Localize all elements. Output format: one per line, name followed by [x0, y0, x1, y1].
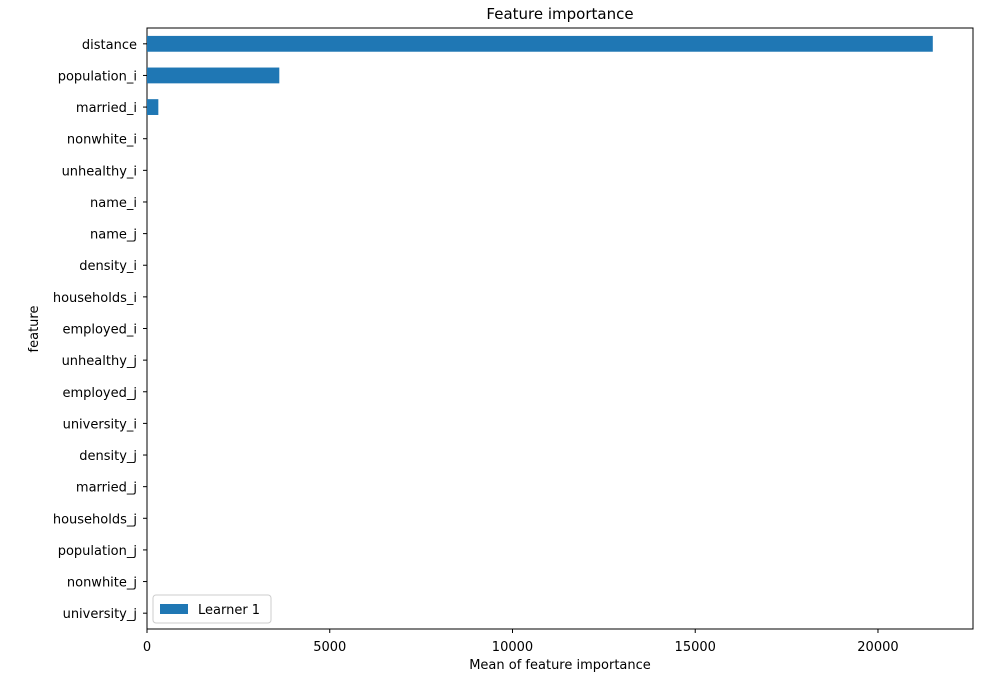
x-tick-label: 15000 — [675, 640, 716, 655]
y-tick-label: nonwhite_j — [67, 576, 137, 591]
y-tick-label: married_j — [76, 481, 137, 496]
y-tick-label: university_i — [63, 417, 137, 432]
y-tick-label: name_j — [90, 228, 137, 243]
x-tick-label: 0 — [143, 640, 151, 655]
legend-swatch — [160, 604, 188, 614]
y-tick-label: density_j — [79, 449, 137, 464]
y-tick-label: unhealthy_j — [62, 354, 137, 369]
y-tick-label: density_i — [79, 259, 137, 274]
chart-title: Feature importance — [486, 5, 633, 23]
bar — [147, 99, 159, 115]
x-tick-label: 20000 — [857, 640, 898, 655]
x-tick-label: 5000 — [313, 640, 346, 655]
legend-box — [152, 594, 272, 624]
y-tick-label: name_i — [90, 196, 137, 211]
x-axis-ticks: 0 5000 10000 15000 20000 — [143, 629, 899, 655]
y-axis-label: feature — [27, 306, 42, 353]
y-tick-label: university_j — [63, 607, 137, 622]
y-tick-label: married_i — [76, 101, 137, 116]
y-tick-label: population_j — [58, 544, 137, 559]
y-tick-label: employed_i — [62, 323, 137, 338]
bar — [147, 67, 280, 84]
y-tick-label: population_i — [58, 69, 137, 84]
legend-label: Learner 1 — [198, 603, 260, 618]
x-axis-label: Mean of feature importance — [469, 658, 651, 673]
y-axis-ticks: distance population_i married_i nonwhite_iu… — [53, 38, 147, 622]
legend: Learner 1 — [152, 594, 272, 624]
y-tick-label: households_i — [53, 291, 137, 306]
y-tick-label: employed_j — [62, 386, 137, 401]
y-tick-label: unhealthy_i — [62, 164, 137, 179]
x-tick-label: 10000 — [492, 640, 533, 655]
plot-area — [146, 27, 974, 630]
bars-layer — [147, 35, 933, 115]
bar — [147, 35, 933, 52]
y-tick-label: nonwhite_i — [67, 133, 137, 148]
y-tick-label: households_j — [53, 512, 137, 527]
y-tick-label: distance — [82, 38, 137, 53]
